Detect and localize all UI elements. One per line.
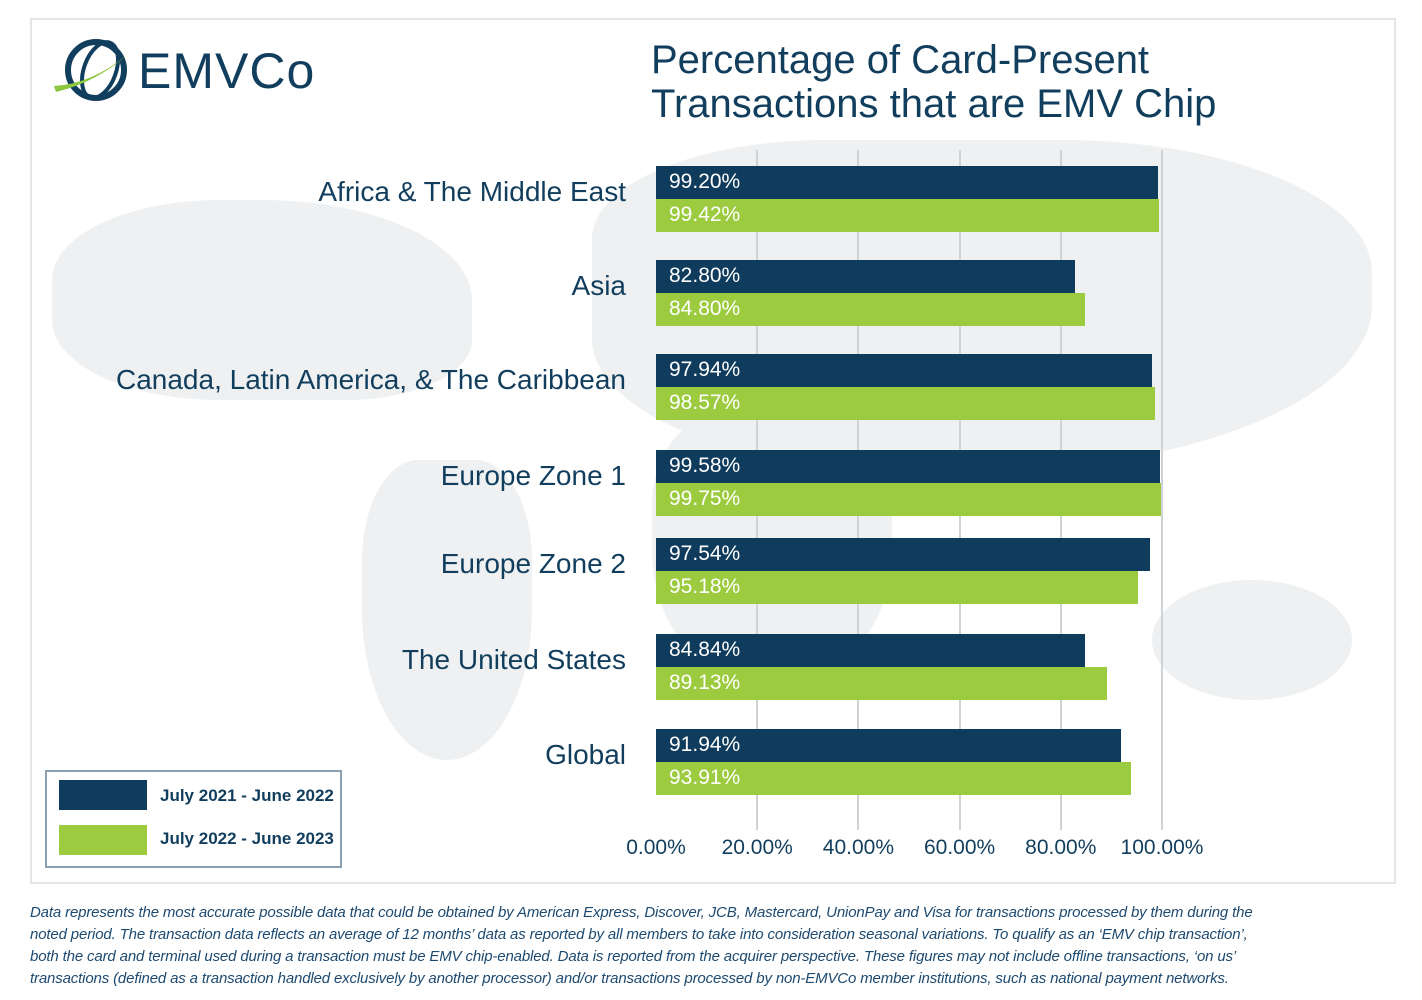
- legend-label-series-2: July 2022 - June 2023: [160, 829, 334, 848]
- title-line-1: Percentage of Card-Present: [651, 38, 1150, 82]
- bar-series-2: 95.18%: [656, 571, 1138, 604]
- legend-label-series-1: July 2021 - June 2022: [160, 786, 334, 805]
- title-line-2: Transactions that are EMV Chip: [651, 82, 1217, 126]
- bar-series-2: 93.91%: [656, 762, 1132, 795]
- data-label: 99.20%: [669, 170, 741, 193]
- footnote: Data represents the most accurate possib…: [30, 902, 1253, 990]
- emvco-logo: EMVCo: [52, 36, 352, 106]
- data-label: 99.58%: [669, 454, 741, 477]
- bar-series-1: 82.80%: [656, 260, 1075, 293]
- x-tick-label: 80.00%: [1025, 836, 1097, 859]
- bar-series-1: 97.54%: [656, 538, 1150, 571]
- x-tick-label: 60.00%: [923, 836, 996, 859]
- world-map-background: [52, 200, 472, 400]
- x-tick-label: 100.00%: [1120, 836, 1204, 859]
- logo-text: EMVCo: [138, 43, 316, 99]
- bar-series-1: 91.94%: [656, 729, 1122, 762]
- world-map-background: [362, 460, 532, 760]
- legend: July 2021 - June 2022 July 2022 - June 2…: [45, 770, 342, 868]
- category-label: Europe Zone 1: [440, 460, 626, 491]
- data-label: 84.80%: [669, 297, 741, 320]
- bar-series-1: 99.58%: [656, 450, 1160, 483]
- x-tick-label: 40.00%: [822, 836, 895, 859]
- bar-series-1: 99.20%: [656, 166, 1158, 199]
- gridline: [1161, 150, 1163, 830]
- bar-series-2: 84.80%: [656, 293, 1086, 326]
- category-label: Global: [545, 739, 626, 770]
- category-label: Europe Zone 2: [440, 548, 626, 579]
- bar-series-2: 89.13%: [656, 667, 1107, 700]
- bar-series-1: 84.84%: [656, 634, 1086, 667]
- data-label: 99.42%: [669, 203, 741, 226]
- x-tick-label: 0.00%: [626, 836, 686, 859]
- footnote-line: transactions (defined as a transaction h…: [30, 970, 1229, 987]
- data-label: 82.80%: [669, 264, 741, 287]
- category-label: Africa & The Middle East: [318, 176, 626, 207]
- data-label: 84.84%: [669, 638, 741, 661]
- legend-swatch-series-2: [59, 825, 147, 855]
- chart-title: Percentage of Card-Present Transactions …: [651, 38, 1216, 126]
- bar-series-1: 97.94%: [656, 354, 1152, 387]
- category-label: Asia: [571, 270, 626, 301]
- footnote-line: Data represents the most accurate possib…: [30, 904, 1253, 921]
- data-label: 93.91%: [669, 766, 741, 789]
- category-label: Canada, Latin America, & The Caribbean: [115, 364, 626, 395]
- legend-swatch-series-1: [59, 780, 147, 810]
- data-label: 99.75%: [669, 487, 741, 510]
- bar-series-2: 99.42%: [656, 199, 1160, 232]
- data-label: 98.57%: [669, 391, 741, 414]
- bar-series-2: 99.75%: [656, 483, 1161, 516]
- footnote-line: noted period. The transaction data refle…: [30, 926, 1248, 943]
- data-label: 91.94%: [669, 733, 741, 756]
- data-label: 97.94%: [669, 358, 741, 381]
- category-label: The United States: [401, 644, 626, 675]
- footnote-line: both the card and terminal used during a…: [30, 948, 1237, 965]
- globe-swoosh-icon: [54, 39, 128, 101]
- bar-series-2: 98.57%: [656, 387, 1155, 420]
- data-label: 89.13%: [669, 671, 741, 694]
- data-label: 97.54%: [669, 542, 741, 565]
- x-tick-label: 20.00%: [721, 836, 793, 859]
- data-label: 95.18%: [669, 575, 741, 598]
- world-map-background: [1152, 580, 1352, 700]
